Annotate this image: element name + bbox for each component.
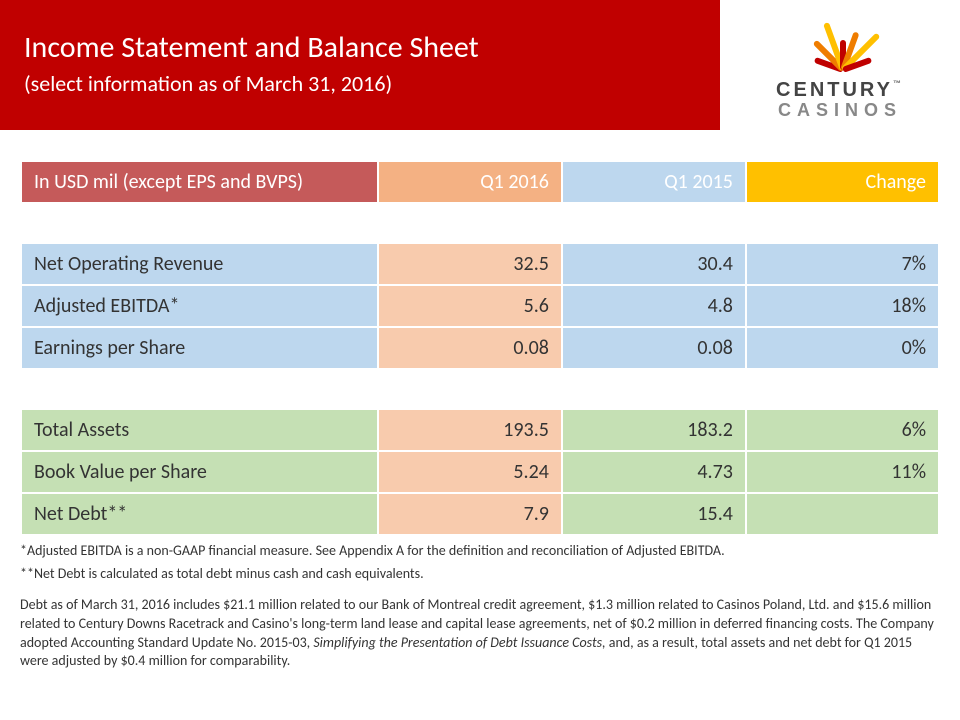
page-title: Income Statement and Balance Sheet (24, 30, 696, 66)
footnote-3: Debt as of March 31, 2016 includes $21.1… (20, 596, 940, 672)
logo-line1: CENTURY™ (740, 80, 940, 100)
table-cell-c3: 6% (747, 410, 938, 450)
table-cell-c3: 11% (747, 452, 938, 492)
company-logo: CENTURY™ CASINOS (740, 10, 940, 122)
table-cell-label: Book Value per Share (22, 452, 377, 492)
logo-line2: CASINOS (740, 100, 940, 122)
header-q1-2015: Q1 2015 (563, 162, 745, 202)
table-cell-c1: 193.5 (379, 410, 561, 450)
table-cell-c1: 0.08 (379, 328, 561, 368)
table-cell-c3: 18% (747, 286, 938, 326)
title-banner: Income Statement and Balance Sheet (sele… (0, 0, 720, 130)
table-cell-c1: 5.24 (379, 452, 561, 492)
table-row: Book Value per Share5.244.7311% (22, 452, 938, 492)
page-subtitle: (select information as of March 31, 2016… (24, 70, 696, 97)
table-cell-c2: 15.4 (563, 494, 745, 534)
header-q1-2016: Q1 2016 (379, 162, 561, 202)
table-cell-c3 (747, 494, 938, 534)
table-row: Net Operating Revenue32.530.47% (22, 244, 938, 284)
table-cell-c2: 4.8 (563, 286, 745, 326)
table-cell-c1: 7.9 (379, 494, 561, 534)
footnote-2: **Net Debt is calculated as total debt m… (20, 565, 940, 584)
table-row: Total Assets193.5183.26% (22, 410, 938, 450)
table-cell-c2: 30.4 (563, 244, 745, 284)
table-cell-label: Net Debt** (22, 494, 377, 534)
header-change: Change (747, 162, 938, 202)
logo-text: CENTURY™ CASINOS (740, 80, 940, 122)
table-cell-label: Net Operating Revenue (22, 244, 377, 284)
table-row: Net Debt**7.915.4 (22, 494, 938, 534)
table-cell-c3: 0% (747, 328, 938, 368)
header-label: In USD mil (except EPS and BVPS) (22, 162, 377, 202)
table-cell-c3: 7% (747, 244, 938, 284)
table-cell-c2: 4.73 (563, 452, 745, 492)
table-cell-c2: 0.08 (563, 328, 745, 368)
table-cell-c2: 183.2 (563, 410, 745, 450)
table-cell-label: Adjusted EBITDA* (22, 286, 377, 326)
table-cell-c1: 5.6 (379, 286, 561, 326)
content-area: In USD mil (except EPS and BVPS) Q1 2016… (0, 140, 960, 536)
table-cell-label: Total Assets (22, 410, 377, 450)
table-cell-label: Earnings per Share (22, 328, 377, 368)
footnotes: *Adjusted EBITDA is a non-GAAP financial… (0, 536, 960, 671)
footnote-1: *Adjusted EBITDA is a non-GAAP financial… (20, 542, 940, 561)
table-header-row: In USD mil (except EPS and BVPS) Q1 2016… (22, 162, 938, 202)
table-row: Adjusted EBITDA*5.64.818% (22, 286, 938, 326)
table-cell-c1: 32.5 (379, 244, 561, 284)
header-bar: Income Statement and Balance Sheet (sele… (0, 0, 960, 140)
financial-table: In USD mil (except EPS and BVPS) Q1 2016… (20, 160, 940, 536)
logo-burst-icon (790, 10, 890, 80)
table-row: Earnings per Share0.080.080% (22, 328, 938, 368)
